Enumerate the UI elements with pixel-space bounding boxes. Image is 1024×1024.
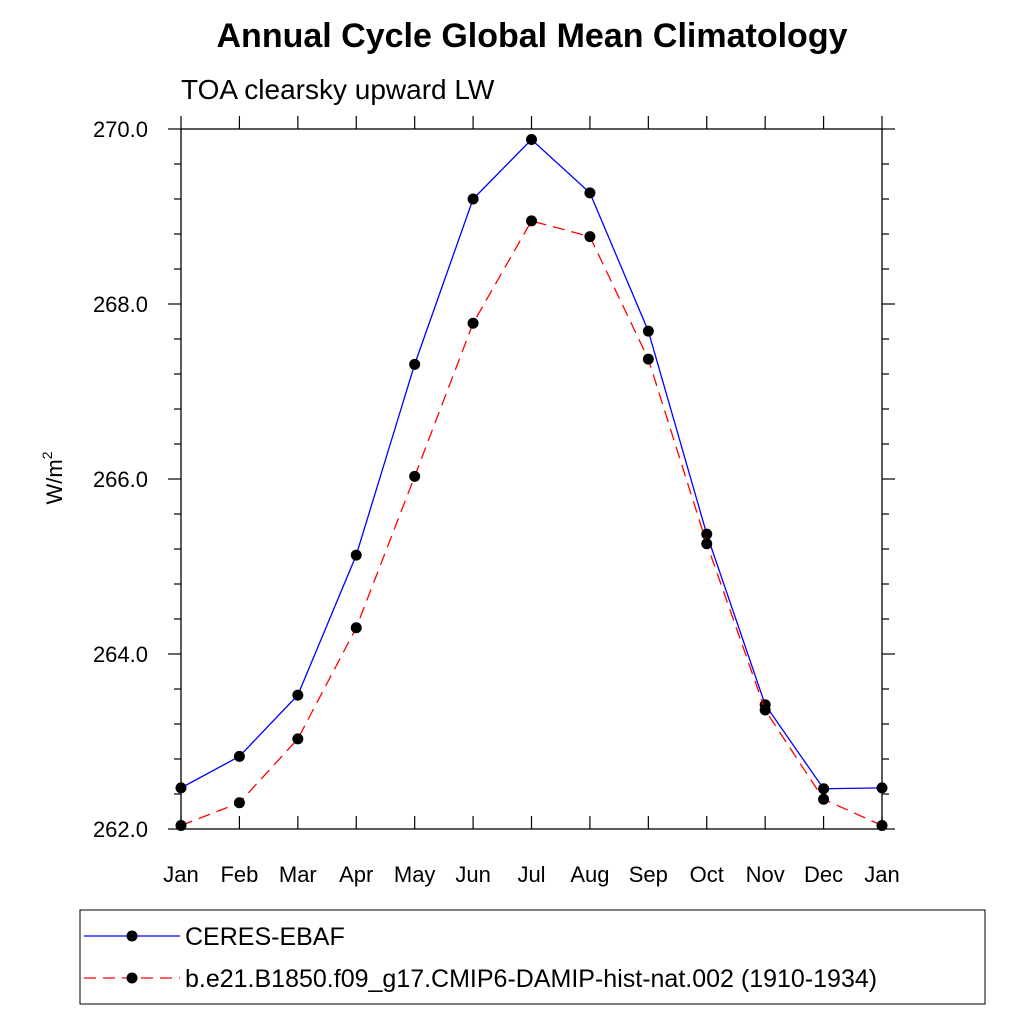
- series-2: [175, 215, 888, 831]
- chart-title: Annual Cycle Global Mean Climatology: [217, 17, 848, 55]
- x-tick-label: Jul: [517, 862, 545, 887]
- data-point: [409, 358, 421, 370]
- data-point: [350, 622, 362, 634]
- y-axis-label: W/m2: [39, 451, 67, 504]
- data-point: [759, 704, 771, 716]
- data-point: [175, 782, 187, 794]
- x-tick-label: Jan: [163, 862, 198, 887]
- data-point: [642, 353, 654, 365]
- data-point: [701, 528, 713, 540]
- data-point: [526, 215, 537, 227]
- data-point: [350, 549, 362, 561]
- x-tick-label: Sep: [629, 862, 668, 887]
- data-point: [642, 325, 654, 337]
- data-point: [584, 231, 596, 243]
- x-tick-label: Jan: [864, 862, 899, 887]
- data-point: [467, 193, 479, 205]
- data-point: [701, 538, 713, 550]
- y-tick-labels: 262.0 264.0 266.0 268.0 270.0: [93, 117, 148, 842]
- plot-frame: [180, 128, 883, 830]
- data-point: [818, 783, 830, 795]
- data-point: [175, 820, 187, 831]
- x-tick-label: Apr: [339, 862, 373, 887]
- x-tick-labels: Jan Feb Mar Apr May Jun Jul Aug Sep Oct Nov Dec Jan: [163, 862, 899, 887]
- data-point: [409, 470, 421, 482]
- x-tick-label: Oct: [690, 862, 724, 887]
- chart-subtitle: TOA clearsky upward LW: [181, 74, 495, 105]
- data-point: [467, 317, 479, 329]
- data-point: [292, 689, 304, 701]
- legend-marker: [126, 972, 138, 984]
- x-tick-label: Mar: [279, 862, 317, 887]
- data-point: [526, 134, 537, 145]
- y-tick-label: 270.0: [93, 117, 148, 142]
- series-line: [180, 138, 883, 790]
- data-point: [876, 782, 888, 794]
- data-point: [584, 187, 596, 199]
- y-tick-label: 264.0: [93, 642, 148, 667]
- legend-label: b.e21.B1850.f09_g17.CMIP6-DAMIP-hist-nat…: [185, 965, 877, 993]
- data-point: [818, 793, 830, 805]
- legend: CERES-EBAF b.e21.B1850.f09_g17.CMIP6-DAMI…: [84, 923, 877, 993]
- data-point: [233, 797, 245, 809]
- x-tick-label: Jun: [455, 862, 490, 887]
- legend-box: [79, 909, 986, 1005]
- series-layer: [175, 134, 888, 831]
- x-tick-label: Dec: [804, 862, 843, 887]
- axis-ticks: [168, 116, 895, 830]
- series-1: [175, 134, 888, 795]
- y-axis-label-superscript: 2: [39, 451, 55, 459]
- legend-marker: [126, 930, 138, 942]
- y-tick-label: 262.0: [93, 817, 148, 842]
- x-tick-label: Nov: [746, 862, 785, 887]
- y-tick-label: 268.0: [93, 292, 148, 317]
- y-tick-label: 266.0: [93, 467, 148, 492]
- legend-label: CERES-EBAF: [185, 923, 345, 951]
- x-tick-label: Feb: [220, 862, 258, 887]
- data-point: [292, 733, 304, 745]
- y-axis-label-text: W/m: [42, 459, 67, 504]
- series-line: [180, 220, 883, 827]
- x-tick-label: Aug: [570, 862, 609, 887]
- data-point: [876, 820, 888, 831]
- data-point: [233, 750, 245, 762]
- x-tick-label: May: [394, 862, 436, 887]
- svg-text:W/m2: W/m2: [39, 451, 67, 504]
